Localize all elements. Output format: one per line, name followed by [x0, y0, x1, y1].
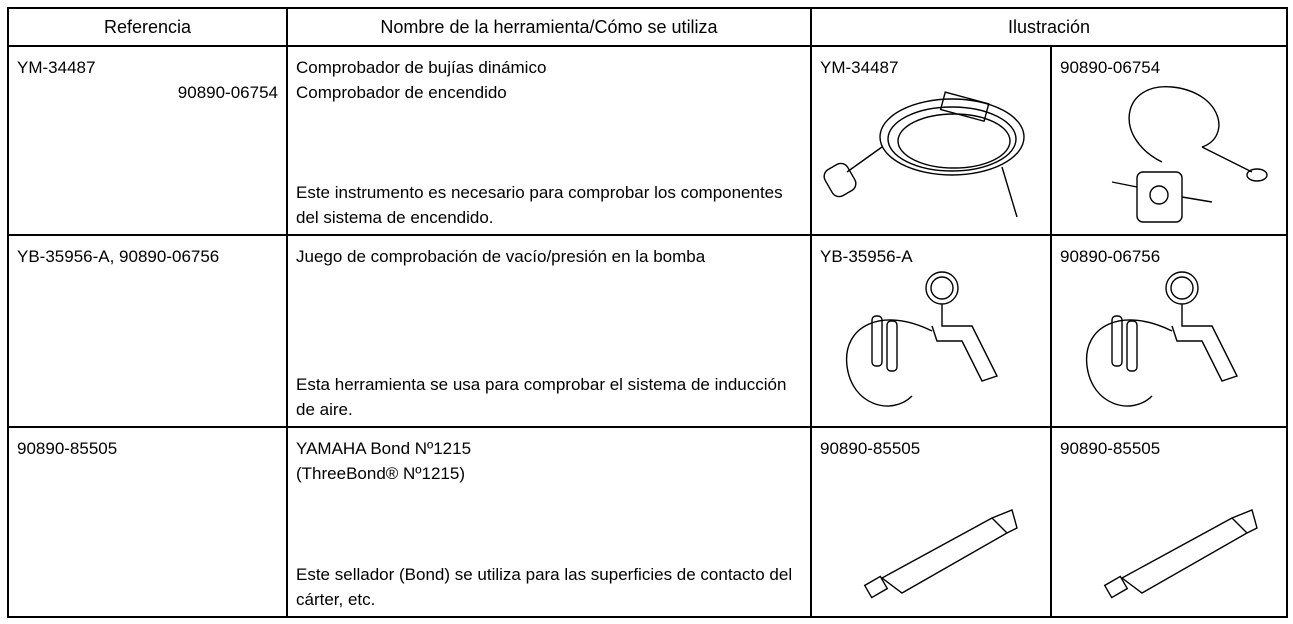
illustration-cell: 90890-06756 [1049, 234, 1289, 428]
illustration-cell: 90890-06754 [1049, 45, 1289, 236]
illustration-cell: 90890-85505 [1049, 426, 1289, 618]
table-row: YM-34487 90890-06754 Comprobador de bují… [7, 45, 1289, 236]
illustration-cell: YM-34487 [810, 45, 1052, 236]
tool-name: Comprobador de bujías dinámico [296, 58, 547, 77]
table-row: YB-35956-A, 90890-06756 Juego de comprob… [7, 234, 1289, 428]
reference-cell: 90890-85505 [7, 426, 288, 618]
table-row: 90890-85505 YAMAHA Bond Nº1215 (ThreeBon… [7, 426, 1289, 618]
tool-name: YAMAHA Bond Nº1215 [296, 439, 472, 458]
illustration-label: YM-34487 [820, 58, 899, 77]
bond-tube-drawing [863, 509, 1018, 599]
reference-cell: YM-34487 90890-06754 [7, 45, 288, 236]
illustration-label: 90890-06754 [1060, 58, 1161, 77]
name-cell: Juego de comprobación de vacío/presión e… [286, 234, 812, 428]
header-cell: Referencia [7, 7, 288, 47]
tool-name: Comprobador de encendido [296, 83, 507, 102]
illustration-label: 90890-06756 [1060, 247, 1161, 266]
header-cell: Ilustración [809, 7, 1289, 47]
usage: Esta herramienta se usa para comprobar e… [296, 375, 787, 419]
tools-table: Referencia Nombre de la herramienta/Cómo… [7, 7, 1289, 618]
illustration-label: 90890-85505 [1060, 439, 1161, 458]
reference: 90890-85505 [17, 439, 118, 458]
tool-name: Juego de comprobación de vacío/presión e… [296, 247, 706, 266]
reference-cell: YB-35956-A, 90890-06756 [7, 234, 288, 428]
name-cell: YAMAHA Bond Nº1215 (ThreeBond® Nº1215) E… [286, 426, 812, 618]
illustration-cell: YB-35956-A [810, 234, 1052, 428]
bond-tube-drawing [1103, 509, 1258, 599]
usage: Este sellador (Bond) se utiliza para las… [296, 565, 793, 609]
header-cell: Nombre de la herramienta/Cómo se utiliza [286, 7, 812, 47]
usage: Este instrumento es necesario para compr… [296, 183, 783, 227]
reference: YB-35956-A, 90890-06756 [17, 247, 220, 266]
illustration-label: YB-35956-A [820, 247, 913, 266]
tool-name: (ThreeBond® Nº1215) [296, 464, 465, 483]
vacuum-pump-drawing [845, 271, 998, 407]
illustration-cell: 90890-85505 [810, 426, 1052, 618]
reference: YM-34487 [17, 58, 96, 77]
vacuum-pump-drawing [1085, 271, 1238, 407]
reference: 90890-06754 [177, 83, 278, 102]
ignition-tester-drawing [1111, 86, 1268, 223]
name-cell: Comprobador de bujías dinámico Comprobad… [286, 45, 812, 236]
header-row: Referencia Nombre de la herramienta/Cómo… [7, 7, 1289, 47]
illustration-label: 90890-85505 [820, 439, 921, 458]
spark-tester-drawing [823, 91, 1025, 218]
